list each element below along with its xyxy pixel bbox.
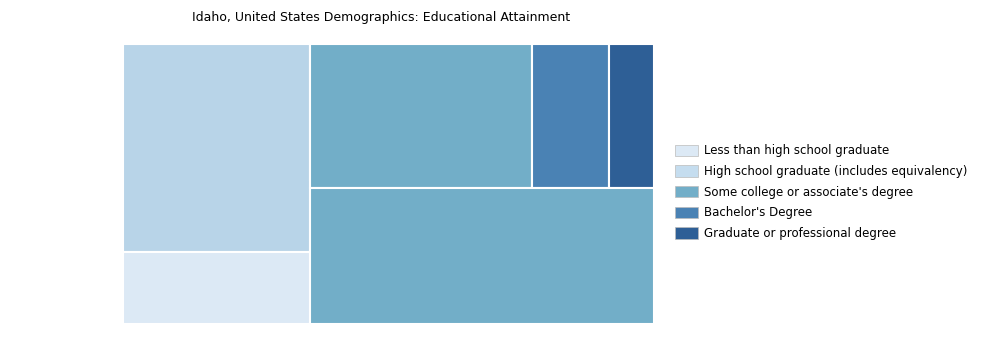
FancyBboxPatch shape xyxy=(609,44,654,188)
FancyBboxPatch shape xyxy=(532,44,609,188)
FancyBboxPatch shape xyxy=(123,253,310,324)
Text: Idaho, United States Demographics: Educational Attainment: Idaho, United States Demographics: Educa… xyxy=(192,11,570,24)
FancyBboxPatch shape xyxy=(123,44,310,253)
FancyBboxPatch shape xyxy=(310,44,532,179)
FancyBboxPatch shape xyxy=(310,44,532,188)
Legend: Less than high school graduate, High school graduate (includes equivalency), Som: Less than high school graduate, High sch… xyxy=(675,145,967,240)
FancyBboxPatch shape xyxy=(310,188,654,324)
